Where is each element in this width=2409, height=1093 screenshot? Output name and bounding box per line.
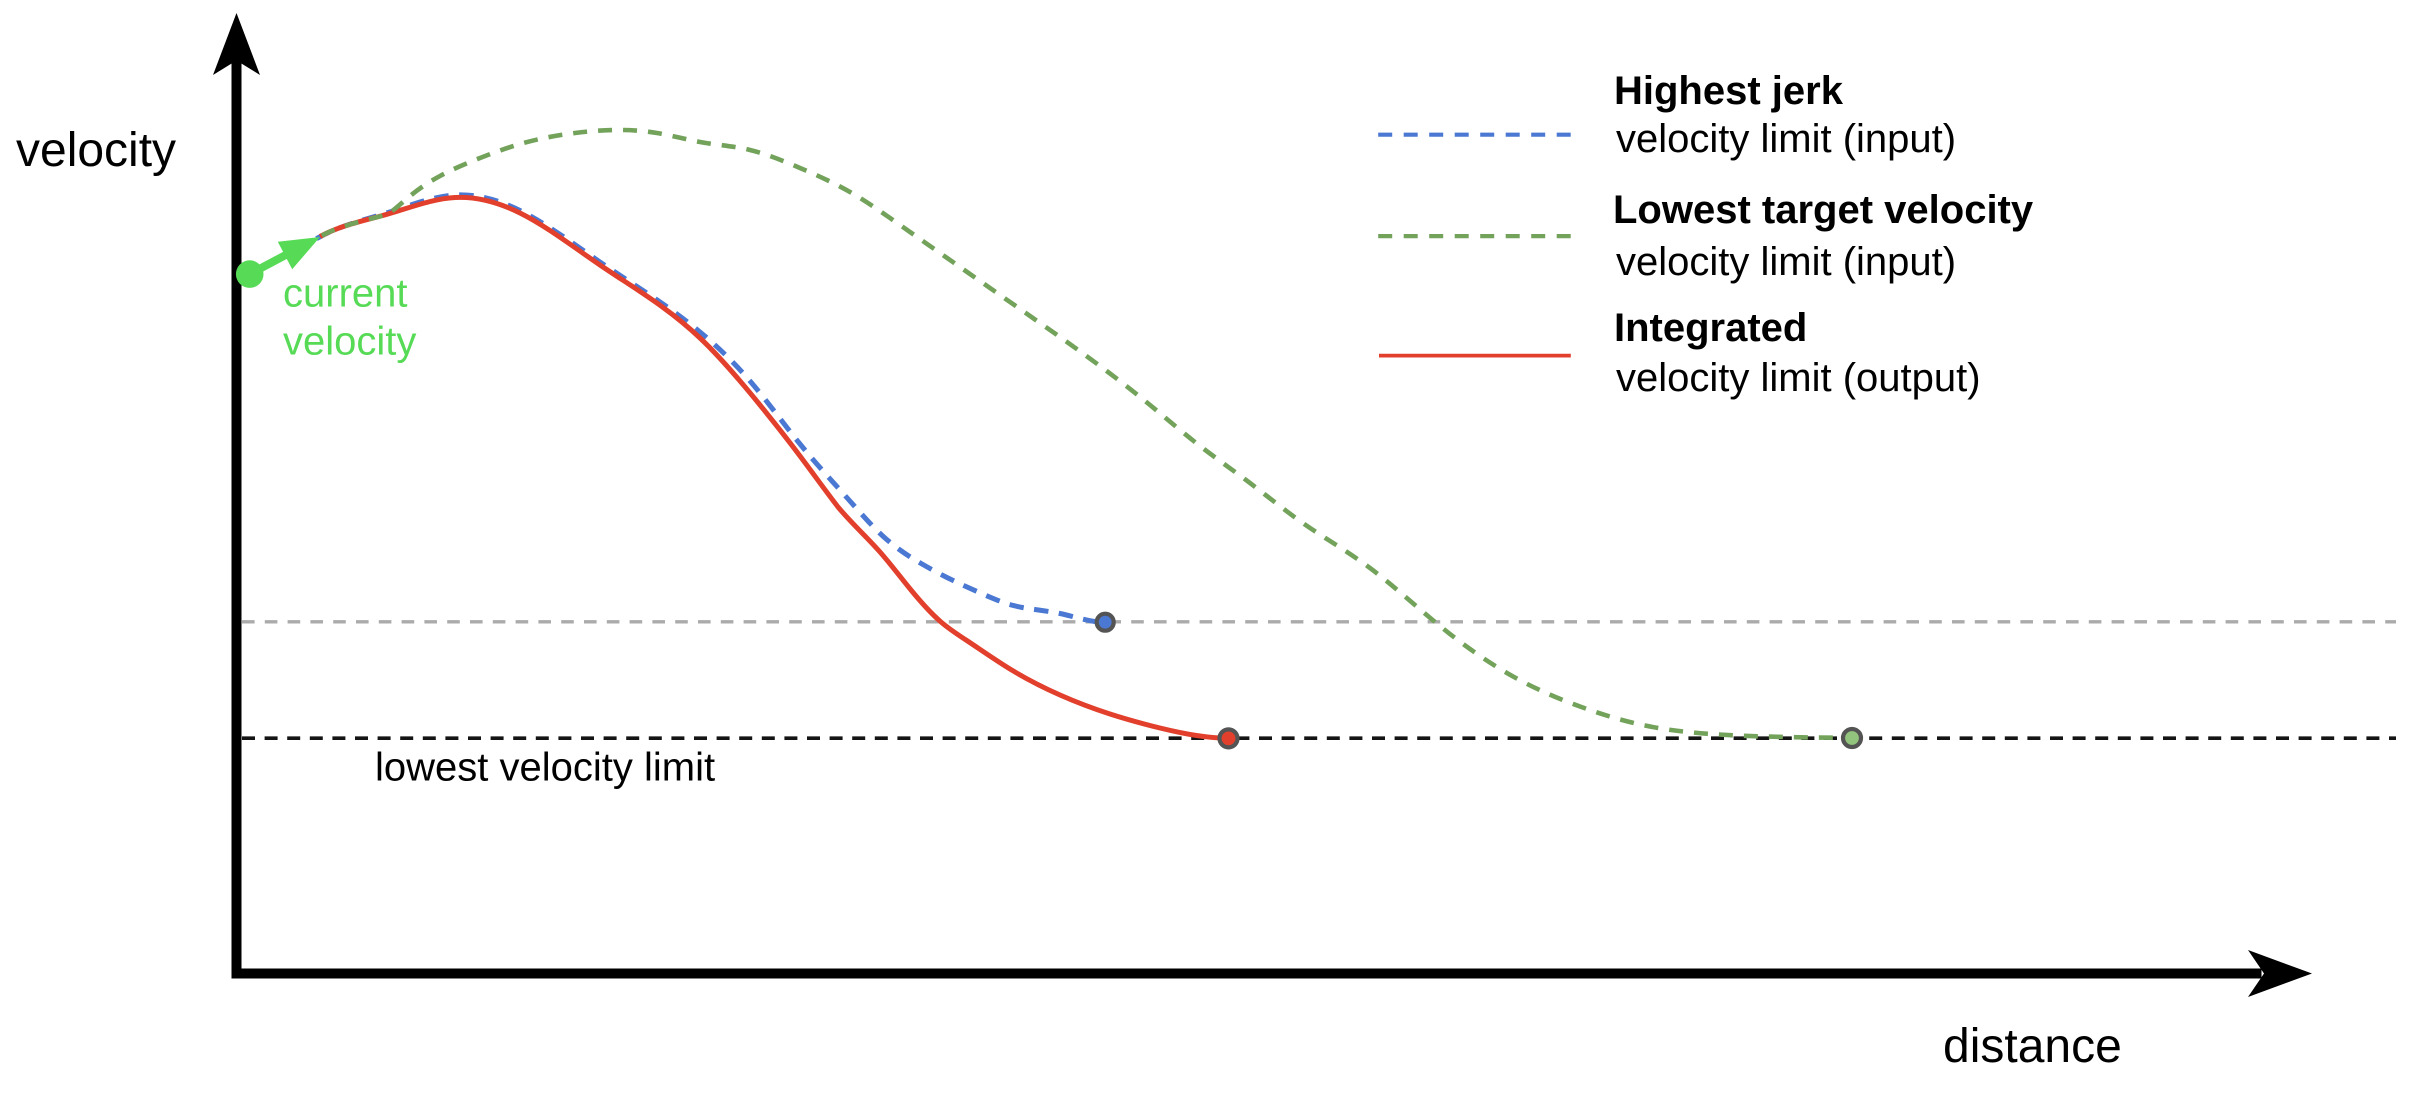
svg-text:velocity limit (input): velocity limit (input) [1616, 240, 1956, 284]
svg-text:Lowest target velocity: Lowest target velocity [1613, 188, 2034, 232]
svg-text:velocity: velocity [283, 320, 416, 364]
svg-text:current: current [283, 272, 408, 316]
svg-text:distance: distance [1943, 1020, 2122, 1073]
svg-text:velocity limit (output): velocity limit (output) [1616, 356, 1981, 400]
svg-text:velocity limit (input): velocity limit (input) [1616, 117, 1956, 161]
svg-text:Integrated: Integrated [1614, 306, 1807, 350]
svg-text:velocity: velocity [16, 124, 176, 177]
svg-text:lowest velocity limit: lowest velocity limit [375, 746, 715, 790]
svg-text:Highest jerk: Highest jerk [1614, 69, 1844, 113]
